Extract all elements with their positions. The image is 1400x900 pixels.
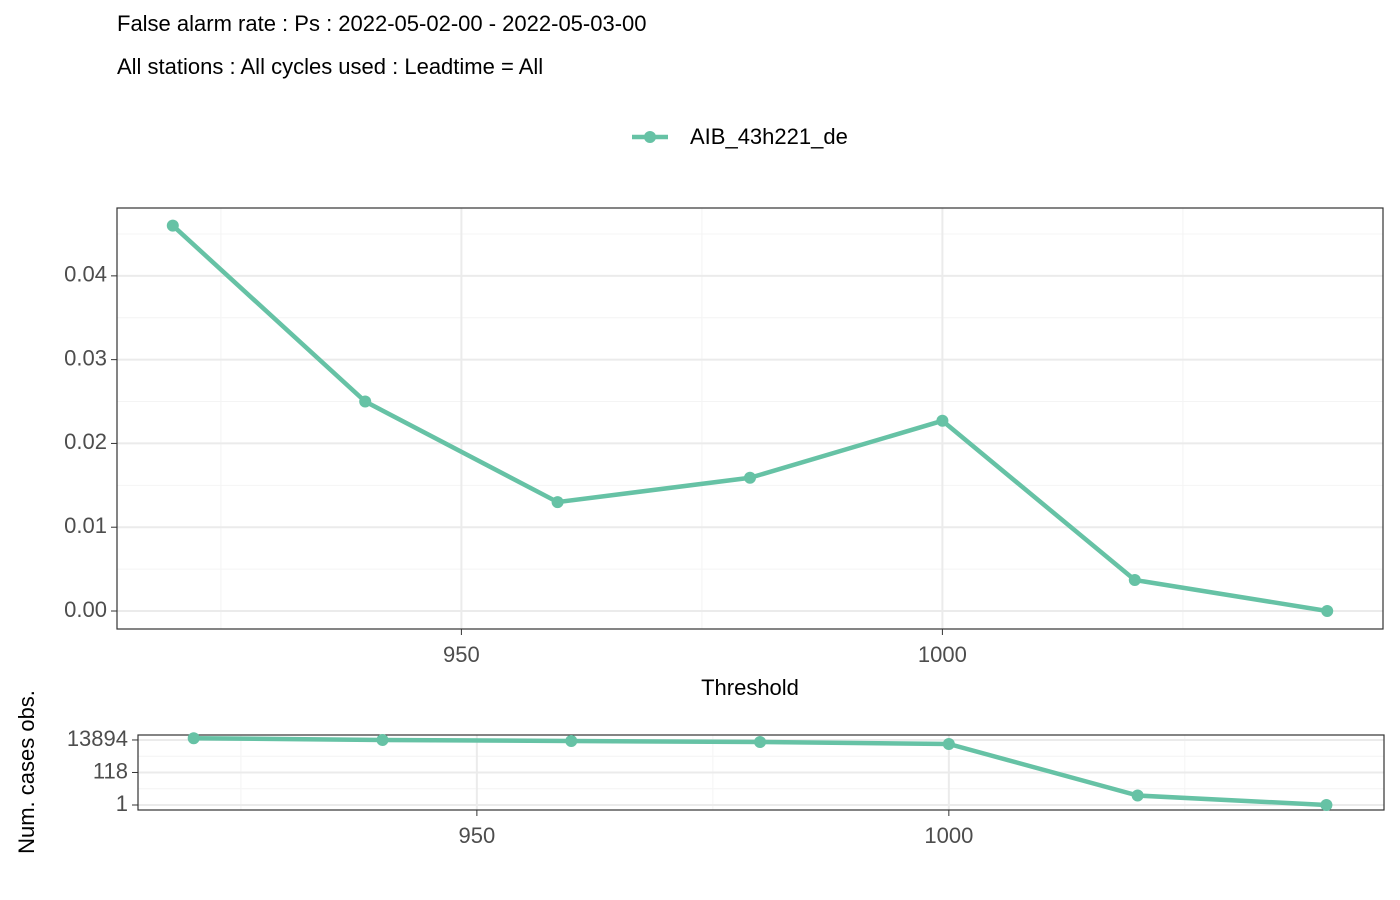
data-point [1128,573,1141,586]
y-tick-label: 13894 [67,726,128,751]
data-point [166,219,179,232]
data-point [565,734,578,747]
chart-title: False alarm rate : Ps : 2022-05-02-00 - … [117,11,647,36]
legend-label: AIB_43h221_de [690,124,848,149]
x-tick-label: 950 [443,642,480,667]
y-tick-label: 0.02 [64,429,107,454]
data-point [551,496,564,509]
data-point [744,471,756,484]
panel-border [137,734,1385,811]
y-tick-label: 0.03 [64,345,107,370]
data-point [1321,604,1334,617]
x-tick-label: 1000 [918,642,967,667]
chart-subtitle: All stations : All cycles used : Leadtim… [117,54,543,79]
panel-border [116,207,1384,630]
data-point [1131,789,1144,802]
data-point [376,733,389,746]
data-point [187,732,200,745]
data-point [1320,798,1333,811]
y-tick-label: 118 [93,758,128,783]
y-tick-label: 1 [116,791,128,816]
y-tick-label: 0.04 [64,262,107,287]
data-point [359,395,372,408]
data-point [942,737,955,750]
y-tick-label: 0.00 [64,597,107,622]
data-point [936,414,949,427]
x-tick-label: 1000 [924,823,973,848]
y-axis-label: Num. cases obs. [14,690,39,854]
data-point [754,736,767,749]
panel-background [117,208,1383,629]
x-axis-label: Threshold [701,675,799,700]
legend-swatch-point [644,131,656,143]
x-tick-label: 950 [459,823,496,848]
y-tick-label: 0.01 [64,513,107,538]
